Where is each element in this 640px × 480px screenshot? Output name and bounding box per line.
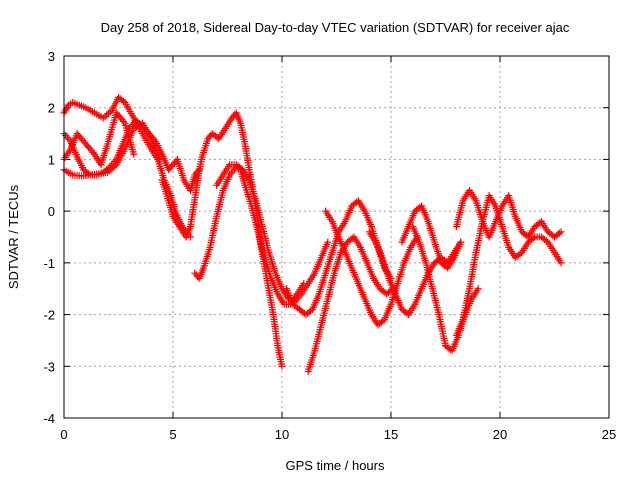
data-point: [457, 238, 465, 246]
data-point: [130, 150, 138, 158]
y-tick-label: 0: [48, 204, 55, 219]
x-tick-label: 10: [275, 427, 289, 442]
x-tick-label: 25: [602, 427, 616, 442]
x-tick-label: 20: [493, 427, 507, 442]
series-sat-n: [452, 186, 565, 241]
x-axis-label: GPS time / hours: [286, 458, 385, 473]
data-point: [213, 133, 221, 141]
data-point: [529, 234, 537, 242]
data-point: [101, 113, 109, 121]
series-sat-l: [409, 223, 482, 355]
series-sat-o: [398, 202, 465, 272]
plot-frame: [63, 55, 610, 419]
series-sat-j: [322, 207, 421, 329]
y-axis-label: SDTVAR / TECUs: [6, 184, 21, 289]
data-point: [156, 155, 164, 163]
y-tick-label: 1: [48, 152, 55, 167]
data-point: [348, 234, 356, 242]
data-point: [474, 285, 482, 293]
series-sat-f: [191, 163, 308, 308]
data-point: [307, 307, 315, 315]
series-sat-k: [365, 228, 465, 319]
data-point: [104, 109, 112, 117]
data-point: [278, 362, 286, 370]
series-sat-m: [452, 192, 565, 339]
data-point: [523, 232, 531, 240]
data-point: [120, 118, 128, 126]
y-tick-label: -1: [43, 256, 55, 271]
data-point: [237, 164, 245, 172]
data-point: [442, 263, 450, 271]
series-sat-i: [304, 233, 397, 375]
data-point: [324, 238, 332, 246]
x-tick-label: 0: [60, 427, 67, 442]
data-point: [557, 259, 565, 267]
y-tick-label: -4: [43, 411, 55, 426]
y-tick-label: 3: [48, 49, 55, 64]
data-point: [103, 111, 111, 119]
data-point: [353, 198, 361, 206]
data-point: [542, 237, 550, 245]
data-points: [60, 93, 565, 375]
chart-title: Day 258 of 2018, Sidereal Day-to-day VTE…: [101, 20, 570, 35]
y-tick-label: -3: [43, 359, 55, 374]
data-point: [119, 97, 127, 105]
data-point: [516, 250, 524, 258]
data-point: [379, 317, 387, 325]
y-tick-label: -2: [43, 308, 55, 323]
data-point: [557, 228, 565, 236]
data-point: [403, 309, 411, 317]
y-tick-label: 2: [48, 101, 55, 116]
x-tick-label: 15: [384, 427, 398, 442]
data-point: [89, 149, 97, 157]
data-point: [536, 219, 544, 227]
series-sat-g: [213, 161, 332, 306]
data-point: [555, 229, 563, 237]
x-tick-label: 5: [169, 427, 176, 442]
series-sat-d: [60, 109, 138, 169]
